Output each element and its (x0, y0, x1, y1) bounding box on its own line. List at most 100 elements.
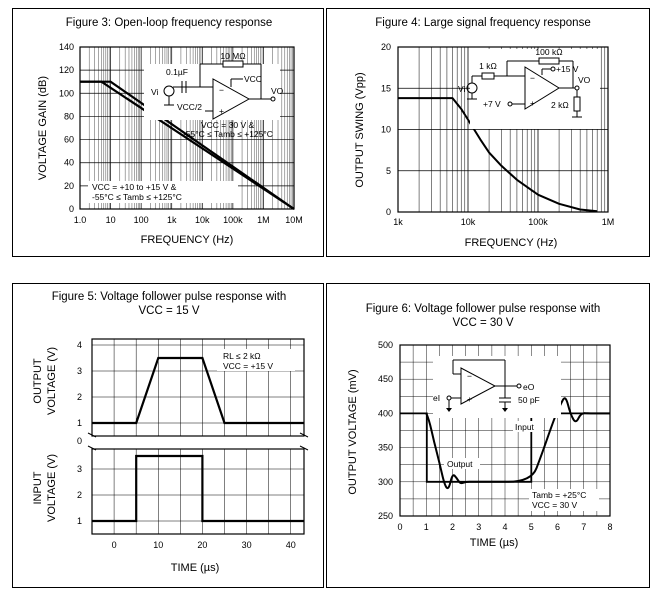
y-tick-label: 500 (378, 340, 393, 350)
ground-arrow-icon (502, 408, 508, 412)
figure-6-title-line-2: VCC = 30 V (452, 317, 513, 329)
figure-4-title: Figure 4: Large signal frequency respons… (375, 17, 590, 29)
axis-break-mark (87, 432, 97, 438)
figure-5-chart: Figure 5: Voltage follower pulse respons… (32, 291, 309, 574)
figure-4-panel: Figure 4: Large signal frequency respons… (326, 8, 650, 257)
note-line-2: -55°C ≤ Tamb ≤ +125°C (92, 192, 182, 202)
input-axis-label-1: INPUT (32, 471, 44, 504)
y-tick-label: 350 (378, 443, 393, 453)
y-tick-label: 0 (386, 207, 391, 217)
input-axis-label-2: VOLTAGE (V) (46, 454, 58, 522)
circuit-inset (433, 356, 561, 418)
figure-6-panel: Figure 6: Voltage follower pulse respons… (326, 283, 650, 588)
x-tick-label: 100 (134, 215, 149, 225)
figure-3-title: Figure 3: Open-loop frequency response (66, 17, 272, 29)
plus15-label: +15 V (556, 64, 579, 74)
x-tick-label: 40 (286, 540, 296, 550)
output-y-tick-label: 3 (77, 366, 82, 376)
condition-line-1: VCC = 30 V & (201, 120, 254, 130)
x-tick-label: 3 (476, 522, 481, 532)
y-tick-label: 400 (378, 408, 393, 418)
r3-label: 2 kΩ (551, 100, 569, 110)
circuit-inset (144, 60, 280, 120)
output-y-tick-label: 2 (77, 392, 82, 402)
output-label: Output (447, 459, 473, 469)
capacitor-label: 0.1µF (166, 67, 188, 77)
vcc-label: VCC = +15 V (223, 361, 273, 371)
input-y-tick-label: 3 (77, 464, 82, 474)
output-axis-label-1: OUTPUT (32, 358, 44, 404)
x-tick-label: 6 (555, 522, 560, 532)
output-axis-label-2: VOLTAGE (V) (46, 347, 58, 415)
vcc-half-label: VCC/2 (177, 102, 202, 112)
y-tick-label: 300 (378, 477, 393, 487)
vcc-label: VCC = 30 V (532, 500, 577, 510)
plus-sign: + (467, 394, 472, 404)
x-tick-label: 7 (581, 522, 586, 532)
tamb-label: Tamb = +25°C (532, 490, 586, 500)
x-tick-label: 4 (502, 522, 507, 532)
plus-sign: + (219, 106, 224, 116)
x-tick-label: 1 (424, 522, 429, 532)
ground-arrow-icon (446, 408, 452, 412)
plus-sign: + (530, 98, 535, 108)
series-line-swing (397, 97, 598, 213)
figure-5-title-line-1: Figure 5: Voltage follower pulse respons… (52, 291, 287, 303)
y-axis-label: OUTPUT VOLTAGE (mV) (347, 369, 359, 494)
eo-label: eO (523, 382, 535, 392)
condition-line-2: -55°C ≤ Tamb ≤ +125°C (183, 129, 273, 139)
output-plot-frame (91, 338, 305, 437)
y-axis-label: OUTPUT SWING (Vpp) (354, 72, 366, 187)
figure-5-title-line-2: VCC = 15 V (138, 305, 199, 317)
axis-break-mark (299, 432, 309, 438)
series-line-lower (80, 80, 295, 210)
x-tick-label: 100k (528, 217, 548, 227)
ei-label: eI (433, 393, 440, 403)
minus-sign: − (530, 73, 535, 83)
y-tick-label: 5 (386, 166, 391, 176)
vcc-label: VCC (244, 74, 262, 84)
y-tick-label: 450 (378, 374, 393, 384)
vo-label: VO (578, 75, 591, 85)
x-tick-label: 100k (223, 215, 243, 225)
rl-label: RL ≤ 2 kΩ (223, 351, 261, 361)
x-tick-label: 20 (197, 540, 207, 550)
input-plot-frame (91, 448, 305, 535)
figure-4-chart: Figure 4: Large signal frequency respons… (354, 17, 614, 249)
figure-3-panel: Figure 3: Open-loop frequency response 1… (12, 8, 324, 257)
y-tick-label: 15 (381, 83, 391, 93)
vi-label: Vi (458, 84, 466, 94)
y-tick-label: 20 (64, 181, 74, 191)
y-tick-label: 100 (59, 88, 74, 98)
series-line-input (92, 454, 304, 523)
y-tick-label: 20 (381, 42, 391, 52)
minus-sign: − (219, 85, 224, 95)
x-tick-label: 10M (285, 215, 303, 225)
figure-6-title-line-1: Figure 6: Voltage follower pulse respons… (366, 303, 601, 315)
cap-label: 50 pF (518, 395, 540, 405)
x-axis-label: FREQUENCY (Hz) (465, 237, 558, 249)
output-y-tick-label: 1 (77, 418, 82, 428)
x-tick-label: 5 (529, 522, 534, 532)
resistor-label: 10 MΩ (220, 51, 245, 61)
note-line-1: VCC = +10 to +15 V & (92, 182, 177, 192)
input-y-tick-label: 2 (77, 490, 82, 500)
input-label: Input (515, 422, 535, 432)
y-axis-label: VOLTAGE GAIN (dB) (37, 76, 49, 180)
x-tick-label: 1M (257, 215, 270, 225)
figure-3-chart: Figure 3: Open-loop frequency response 1… (37, 17, 303, 246)
x-tick-label: 10k (461, 217, 476, 227)
y-tick-label: 60 (64, 135, 74, 145)
y-tick-label: 40 (64, 158, 74, 168)
output-y-tick-label: 0 (77, 436, 82, 446)
minus-sign: − (467, 371, 472, 381)
input-y-tick-label: 1 (77, 516, 82, 526)
x-tick-label: 0 (397, 522, 402, 532)
axis-break-mark (299, 445, 309, 451)
x-axis-label: TIME (µs) (171, 562, 220, 574)
plus7-label: +7 V (483, 99, 501, 109)
x-tick-label: 1k (167, 215, 177, 225)
x-tick-label: 1.0 (74, 215, 87, 225)
axis-break-mark (87, 445, 97, 451)
y-tick-label: 140 (59, 42, 74, 52)
